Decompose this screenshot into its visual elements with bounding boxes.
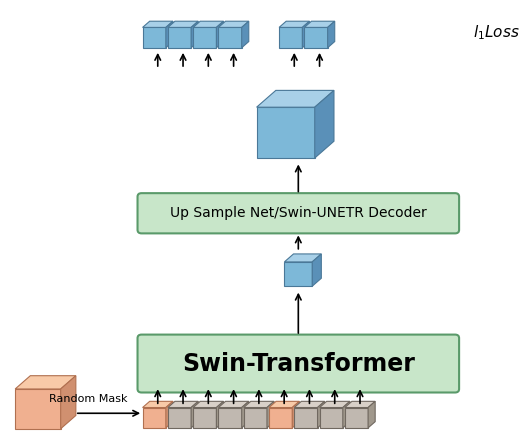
Polygon shape xyxy=(318,401,325,428)
Polygon shape xyxy=(320,401,350,408)
Polygon shape xyxy=(143,408,166,428)
Polygon shape xyxy=(269,408,292,428)
Polygon shape xyxy=(143,27,166,48)
Polygon shape xyxy=(241,401,249,428)
Text: Up Sample Net/Swin-UNETR Decoder: Up Sample Net/Swin-UNETR Decoder xyxy=(170,206,427,220)
Polygon shape xyxy=(191,21,198,48)
Polygon shape xyxy=(218,21,249,27)
Polygon shape xyxy=(15,389,60,429)
FancyBboxPatch shape xyxy=(137,335,459,392)
Polygon shape xyxy=(343,401,350,428)
Polygon shape xyxy=(60,376,76,429)
Polygon shape xyxy=(218,401,249,408)
Polygon shape xyxy=(267,401,274,428)
Polygon shape xyxy=(257,107,315,158)
Polygon shape xyxy=(241,21,249,48)
Polygon shape xyxy=(193,27,216,48)
Polygon shape xyxy=(218,27,241,48)
Polygon shape xyxy=(368,401,375,428)
Polygon shape xyxy=(345,401,375,408)
Polygon shape xyxy=(269,401,299,408)
Polygon shape xyxy=(168,408,191,428)
Polygon shape xyxy=(305,27,328,48)
Polygon shape xyxy=(191,401,198,428)
Polygon shape xyxy=(294,408,318,428)
Polygon shape xyxy=(302,21,309,48)
Polygon shape xyxy=(193,401,224,408)
Polygon shape xyxy=(143,401,173,408)
Polygon shape xyxy=(294,401,325,408)
Polygon shape xyxy=(168,27,191,48)
Polygon shape xyxy=(279,27,302,48)
Polygon shape xyxy=(168,401,198,408)
Polygon shape xyxy=(193,21,224,27)
Polygon shape xyxy=(320,408,343,428)
Polygon shape xyxy=(315,90,334,158)
Polygon shape xyxy=(345,408,368,428)
Polygon shape xyxy=(244,401,274,408)
Polygon shape xyxy=(257,90,334,107)
Polygon shape xyxy=(292,401,299,428)
Polygon shape xyxy=(244,408,267,428)
Polygon shape xyxy=(312,254,321,286)
Text: Swin-Transformer: Swin-Transformer xyxy=(182,351,415,376)
Polygon shape xyxy=(279,21,309,27)
Polygon shape xyxy=(216,21,224,48)
Polygon shape xyxy=(15,376,76,389)
Polygon shape xyxy=(285,262,312,286)
Polygon shape xyxy=(166,21,173,48)
Polygon shape xyxy=(193,408,216,428)
FancyBboxPatch shape xyxy=(137,193,459,233)
Polygon shape xyxy=(168,21,198,27)
Polygon shape xyxy=(305,21,335,27)
Text: Random Mask: Random Mask xyxy=(49,394,128,404)
Polygon shape xyxy=(143,21,173,27)
Polygon shape xyxy=(216,401,224,428)
Polygon shape xyxy=(218,408,241,428)
Polygon shape xyxy=(285,254,321,262)
Polygon shape xyxy=(166,401,173,428)
Text: $l_1Loss$: $l_1Loss$ xyxy=(473,24,520,42)
Polygon shape xyxy=(328,21,335,48)
